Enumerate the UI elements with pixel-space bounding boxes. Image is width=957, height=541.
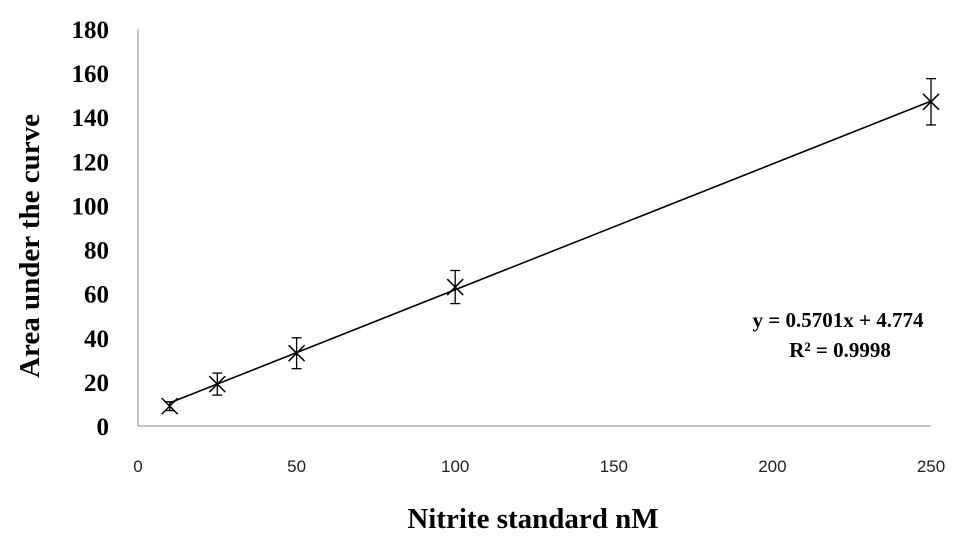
y-tick-label: 160 — [72, 61, 110, 88]
y-tick-label: 140 — [72, 105, 110, 132]
r-squared-label: R² = 0.9998 — [789, 338, 891, 362]
y-tick-label: 180 — [72, 17, 110, 44]
x-tick-label: 250 — [917, 457, 945, 476]
x-tick-label: 100 — [441, 457, 469, 476]
x-tick-label: 0 — [133, 457, 142, 476]
marker-x — [922, 93, 940, 111]
data-point — [161, 397, 179, 415]
x-axis-title: Nitrite standard nM — [407, 503, 658, 535]
x-tick-labels: 0 50 100 150 200 250 — [133, 457, 945, 476]
y-axis-title: Area under the curve — [14, 114, 46, 378]
data-point — [208, 372, 226, 396]
y-tick-labels: 0 20 40 60 80 100 120 140 160 180 — [72, 17, 110, 441]
y-tick-label: 20 — [84, 370, 109, 397]
y-tick-label: 0 — [97, 414, 110, 441]
marker-x — [208, 375, 226, 393]
data-point — [446, 269, 464, 305]
data-point — [922, 77, 940, 126]
marker-x — [446, 278, 464, 296]
trendline-equation: y = 0.5701x + 4.774 — [753, 308, 924, 332]
marker-x — [161, 397, 179, 415]
data-points — [161, 77, 940, 415]
axes — [137, 29, 931, 427]
y-tick-label: 40 — [84, 326, 109, 353]
x-tick-label: 200 — [758, 457, 786, 476]
y-tick-label: 120 — [72, 149, 110, 176]
x-tick-label: 50 — [287, 457, 306, 476]
x-tick-label: 150 — [600, 457, 628, 476]
data-point — [288, 337, 306, 370]
y-tick-label: 100 — [72, 193, 110, 220]
y-tick-label: 80 — [84, 238, 109, 265]
y-tick-label: 60 — [84, 282, 109, 309]
marker-x — [288, 344, 306, 362]
